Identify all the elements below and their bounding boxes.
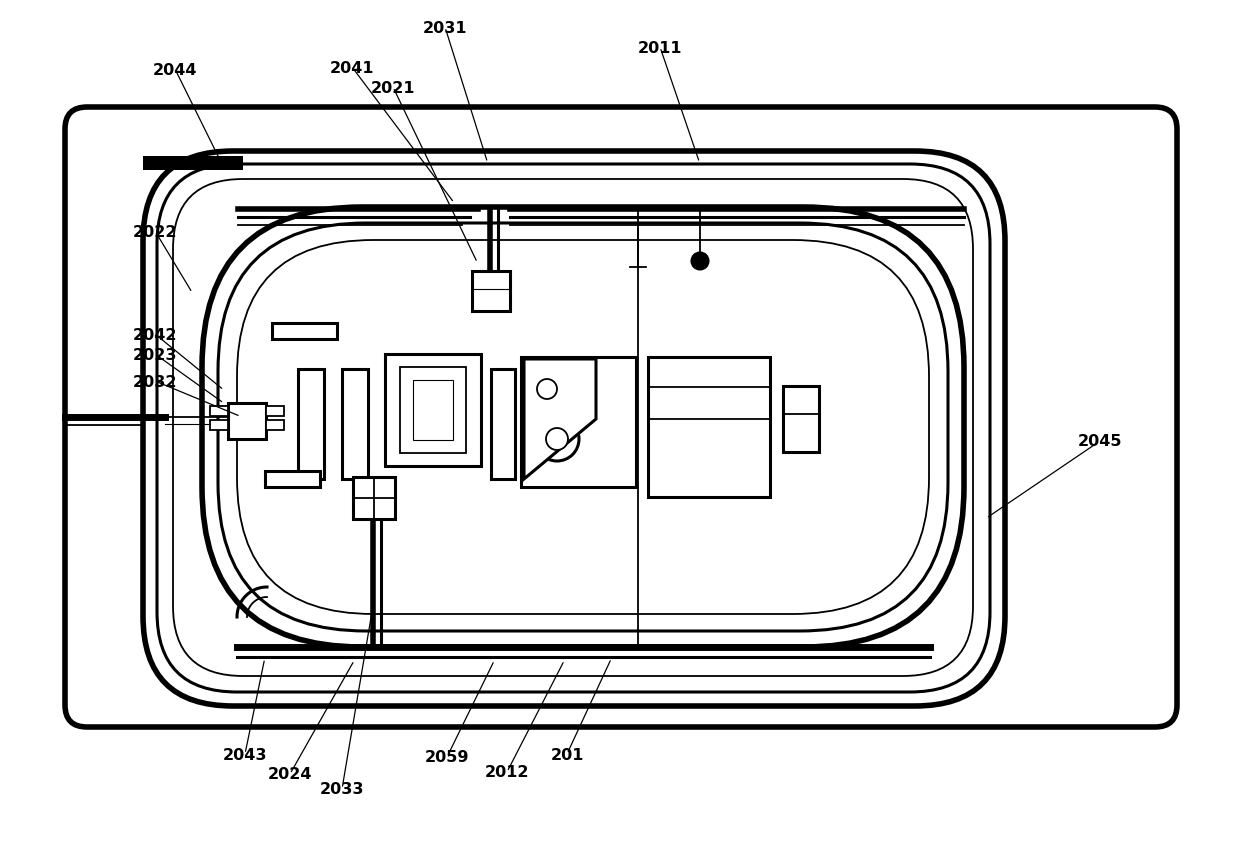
Circle shape xyxy=(535,417,579,462)
Bar xyxy=(266,421,284,430)
Text: 2022: 2022 xyxy=(133,224,177,239)
Bar xyxy=(385,354,481,466)
Circle shape xyxy=(527,370,567,410)
Circle shape xyxy=(546,429,567,451)
FancyBboxPatch shape xyxy=(64,108,1177,727)
Bar xyxy=(413,381,453,440)
Bar xyxy=(209,406,228,417)
Bar xyxy=(400,367,466,453)
Bar xyxy=(522,358,636,487)
Text: 2041: 2041 xyxy=(330,60,374,76)
Bar xyxy=(273,324,337,340)
Bar xyxy=(209,421,228,430)
Text: 2023: 2023 xyxy=(133,347,177,362)
Text: 2032: 2032 xyxy=(133,374,177,389)
Bar xyxy=(228,404,266,440)
Bar xyxy=(783,387,819,452)
Bar xyxy=(266,406,284,417)
Bar xyxy=(299,370,325,480)
FancyBboxPatch shape xyxy=(142,152,1005,706)
Bar xyxy=(472,272,510,312)
Text: 2024: 2024 xyxy=(268,767,312,781)
Text: 2044: 2044 xyxy=(152,62,197,78)
Text: 2043: 2043 xyxy=(223,746,268,762)
Circle shape xyxy=(536,379,558,400)
Bar xyxy=(648,358,769,498)
Text: 2021: 2021 xyxy=(370,80,415,95)
Text: 2033: 2033 xyxy=(320,781,364,797)
Text: 201: 201 xyxy=(550,746,584,762)
Text: 2011: 2011 xyxy=(638,40,683,55)
Text: 2059: 2059 xyxy=(425,750,470,764)
Bar xyxy=(491,370,515,480)
Text: 2042: 2042 xyxy=(133,327,177,343)
Text: 2031: 2031 xyxy=(422,20,467,36)
Bar xyxy=(265,471,320,487)
Bar xyxy=(142,157,243,170)
Circle shape xyxy=(693,254,707,270)
Text: 2012: 2012 xyxy=(484,764,529,780)
Polygon shape xyxy=(524,360,596,480)
Bar xyxy=(353,477,395,520)
Bar xyxy=(342,370,368,480)
Text: 2045: 2045 xyxy=(1078,434,1123,449)
